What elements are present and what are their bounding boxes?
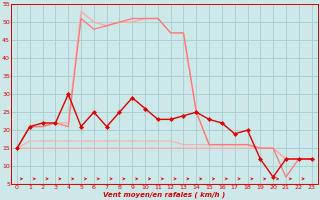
X-axis label: Vent moyen/en rafales ( km/h ): Vent moyen/en rafales ( km/h ) xyxy=(103,191,225,198)
